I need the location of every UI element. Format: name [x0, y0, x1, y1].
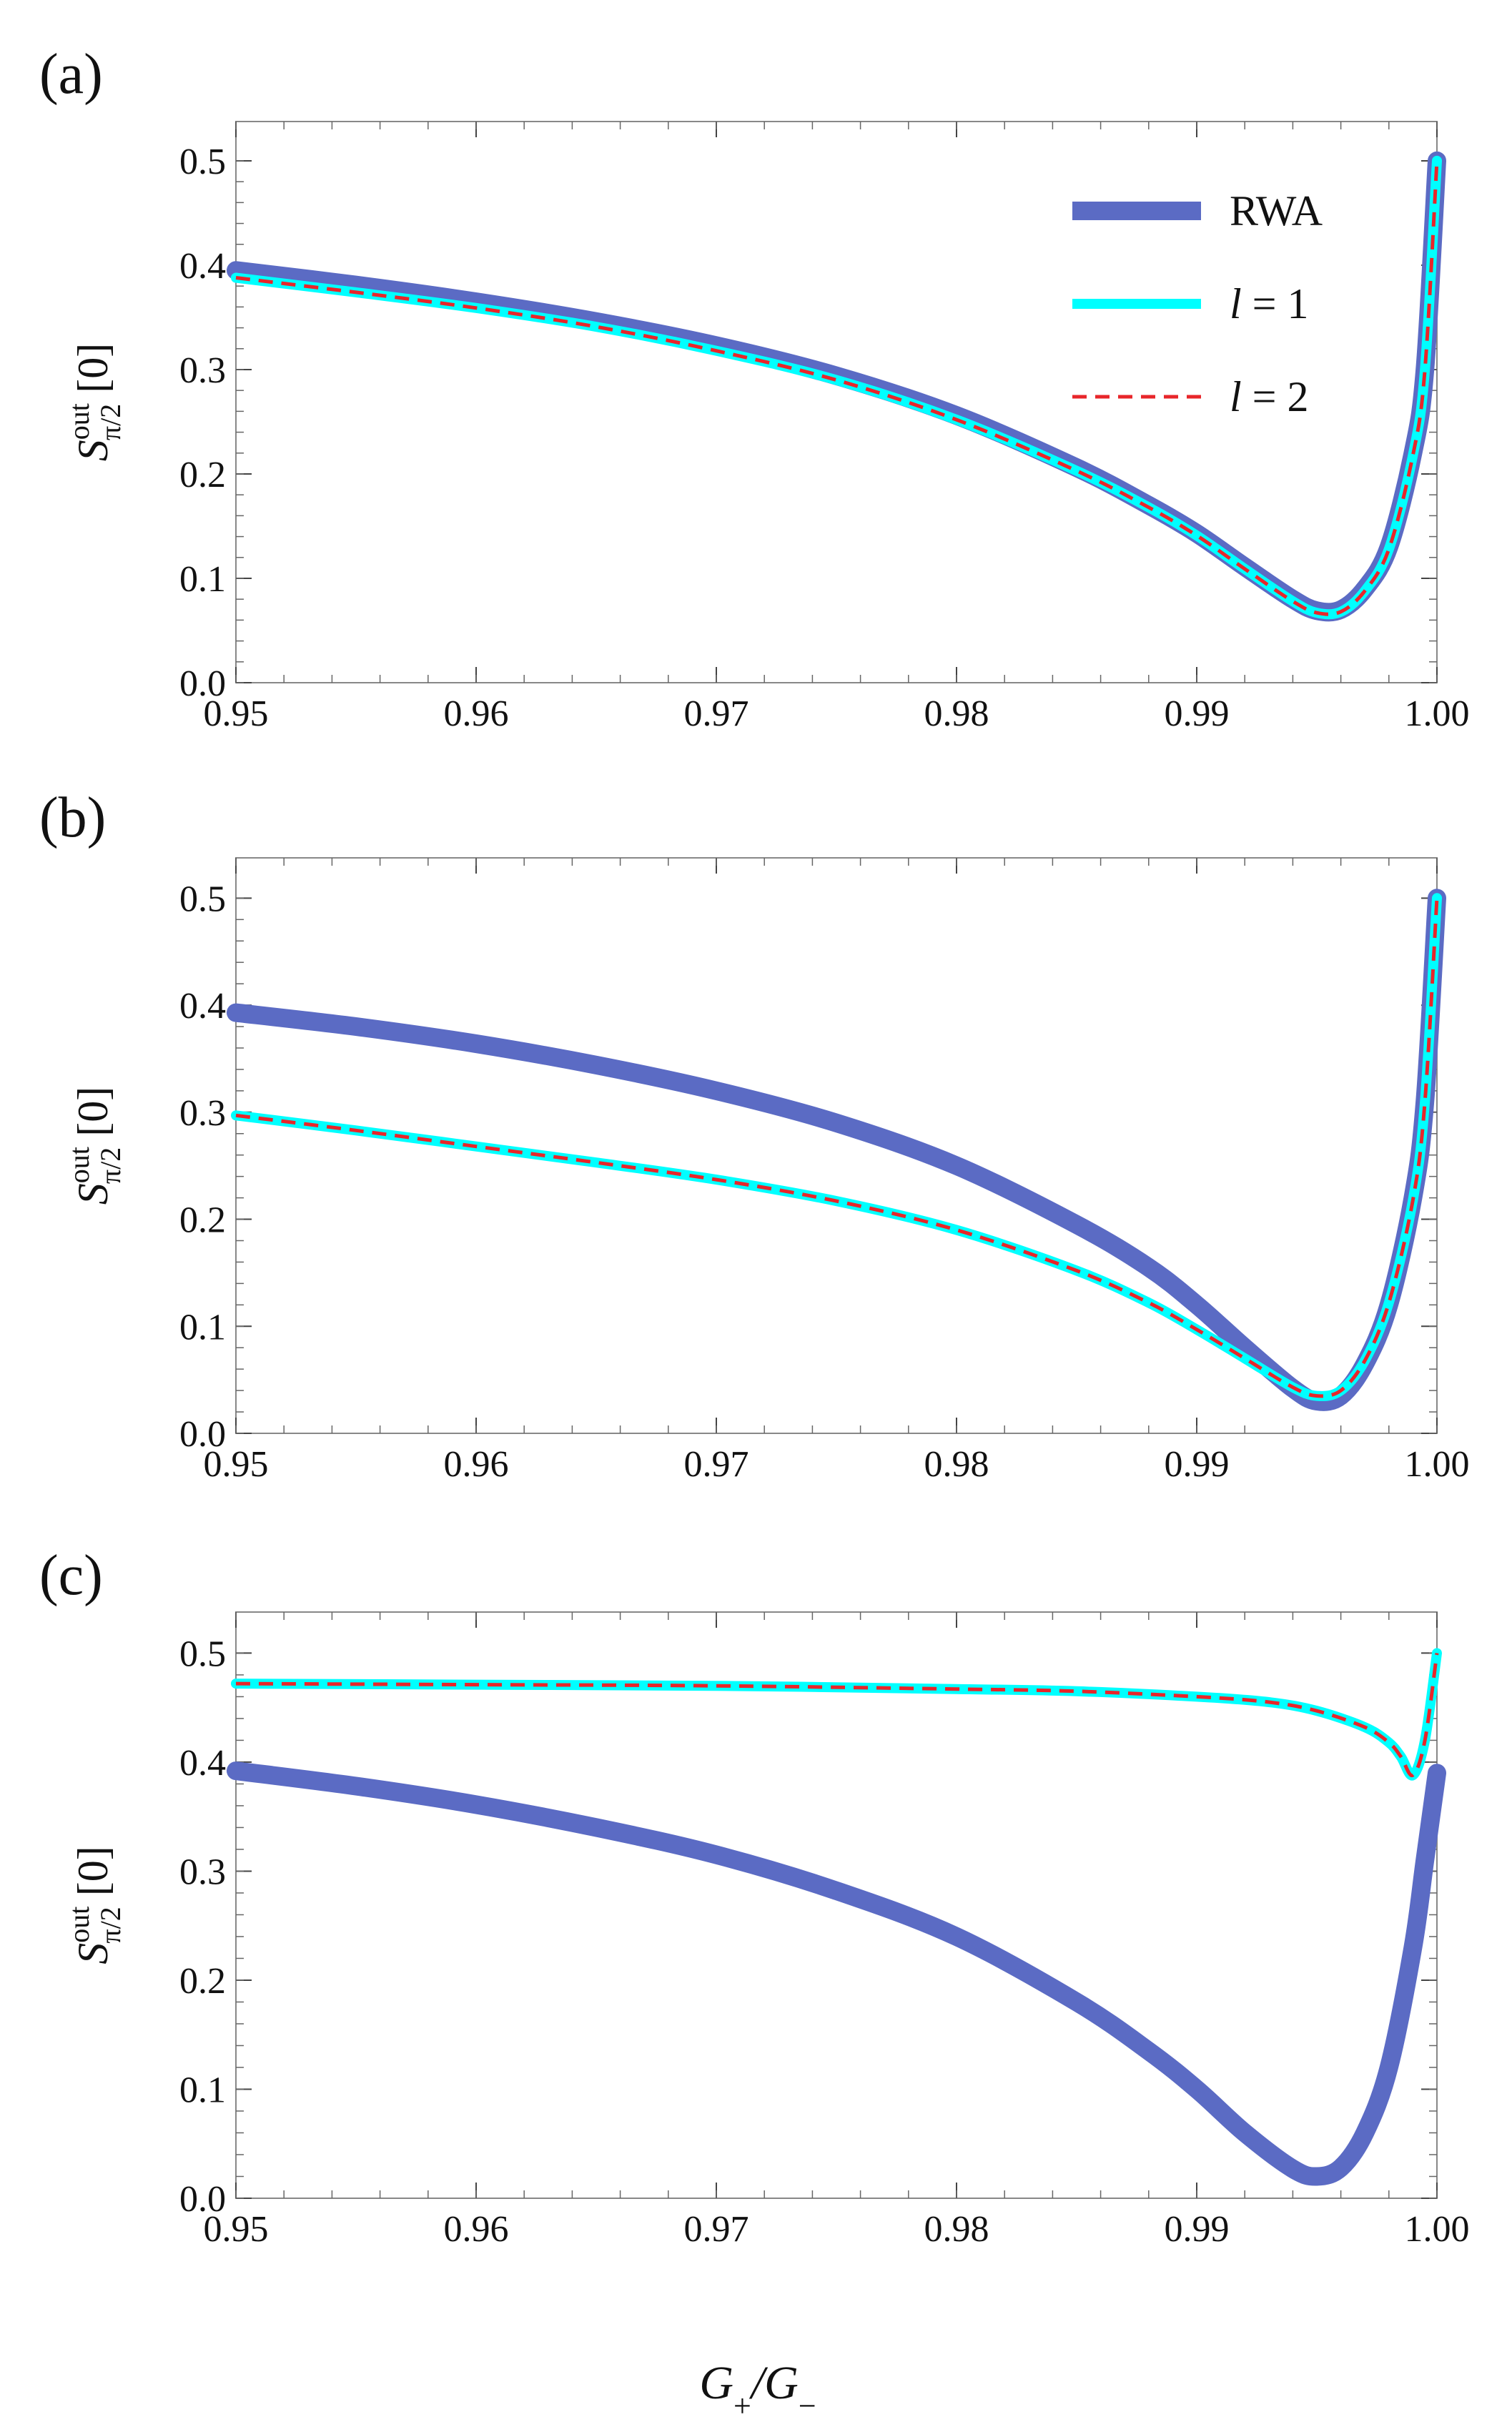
- x-tick-label: 0.99: [1165, 693, 1230, 734]
- y-tick-label: 0.4: [179, 1743, 226, 1784]
- series-line-l-1: [231, 1648, 1442, 1781]
- series-line-RWA: [227, 1761, 1446, 2186]
- y-tick-label: 0.0: [179, 663, 226, 704]
- y-tick-label: 0.4: [179, 246, 226, 287]
- x-tick-label: 0.95: [204, 2209, 269, 2250]
- y-tick-label: 0.1: [179, 559, 226, 600]
- series-line-l-2: [235, 160, 1439, 616]
- y-tick-label: 0.3: [179, 350, 226, 391]
- panel-label: (b): [39, 786, 106, 849]
- series-line-l-2: [235, 898, 1439, 1398]
- x-tick-label: 0.96: [444, 2209, 509, 2250]
- y-tick-label: 0.0: [179, 2179, 226, 2220]
- x-tick-label: 0.96: [444, 693, 509, 734]
- chart-panel-3: (c) 0.95 0.96 0.97 0.98 0.99 1.00 0.0 0.1 0.2 0.3 0…: [39, 1544, 1470, 2250]
- y-tick-label: 0.2: [179, 455, 226, 495]
- x-tick-label: 0.97: [684, 1444, 749, 1485]
- x-tick-label: 0.95: [204, 1444, 269, 1485]
- y-tick-label: 0.0: [179, 1414, 226, 1455]
- x-tick-label: 0.95: [204, 693, 269, 734]
- x-tick-label: 0.98: [924, 1444, 989, 1485]
- x-tick-label: 0.99: [1165, 2209, 1230, 2250]
- x-axis-label: G+/G−: [699, 2357, 816, 2417]
- series-line-l-2: [235, 1653, 1439, 1777]
- series-line-l-1: [231, 893, 1442, 1401]
- x-tick-label: 0.98: [924, 2209, 989, 2250]
- x-tick-label: 0.97: [684, 693, 749, 734]
- legend-label: l = 2: [1230, 373, 1309, 420]
- x-tick-label: 1.00: [1405, 693, 1470, 734]
- x-tick-label: 1.00: [1405, 2209, 1470, 2250]
- y-tick-label: 0.3: [179, 1093, 226, 1134]
- series-line-RWA: [227, 889, 1446, 1411]
- panel-label: (a): [39, 43, 103, 106]
- y-axis-label: Soutπ/2 [0]: [63, 343, 127, 461]
- y-tick-label: 0.1: [179, 2070, 226, 2110]
- y-tick-label: 0.1: [179, 1307, 226, 1348]
- legend-label: l = 1: [1230, 280, 1309, 327]
- y-tick-label: 0.4: [179, 986, 226, 1027]
- y-tick-label: 0.2: [179, 1200, 226, 1241]
- panel-label: (c): [39, 1544, 103, 1607]
- y-axis-label: Soutπ/2 [0]: [63, 1087, 127, 1205]
- x-tick-label: 1.00: [1405, 1444, 1470, 1485]
- y-tick-label: 0.2: [179, 1961, 226, 2002]
- x-tick-label: 0.96: [444, 1444, 509, 1485]
- x-tick-label: 0.98: [924, 693, 989, 734]
- chart-panel-2: (b) 0.95 0.96 0.97 0.98 0.99 1.00 0.0 0.1 0.2 0.3 0…: [39, 786, 1470, 1485]
- x-tick-label: 0.99: [1165, 1444, 1230, 1485]
- y-tick-label: 0.5: [179, 1633, 226, 1674]
- x-tick-label: 0.97: [684, 2209, 749, 2250]
- y-tick-label: 0.3: [179, 1852, 226, 1892]
- chart-panel-1: (a) 0.95 0.96 0.97 0.98 0.99 1.00 0.0 0.1 0.2 0.3 0…: [39, 43, 1470, 734]
- plot-frame: [235, 857, 1438, 1434]
- panels-group: (a) 0.95 0.96 0.97 0.98 0.99 1.00 0.0 0.1 0.2 0.3 0…: [39, 43, 1470, 2250]
- plot-frame: [235, 1611, 1438, 2199]
- plot-frame: [235, 121, 1438, 683]
- legend-label: RWA: [1230, 187, 1323, 234]
- y-axis-label: Soutπ/2 [0]: [63, 1846, 127, 1964]
- y-tick-label: 0.5: [179, 879, 226, 919]
- y-tick-label: 0.5: [179, 142, 226, 182]
